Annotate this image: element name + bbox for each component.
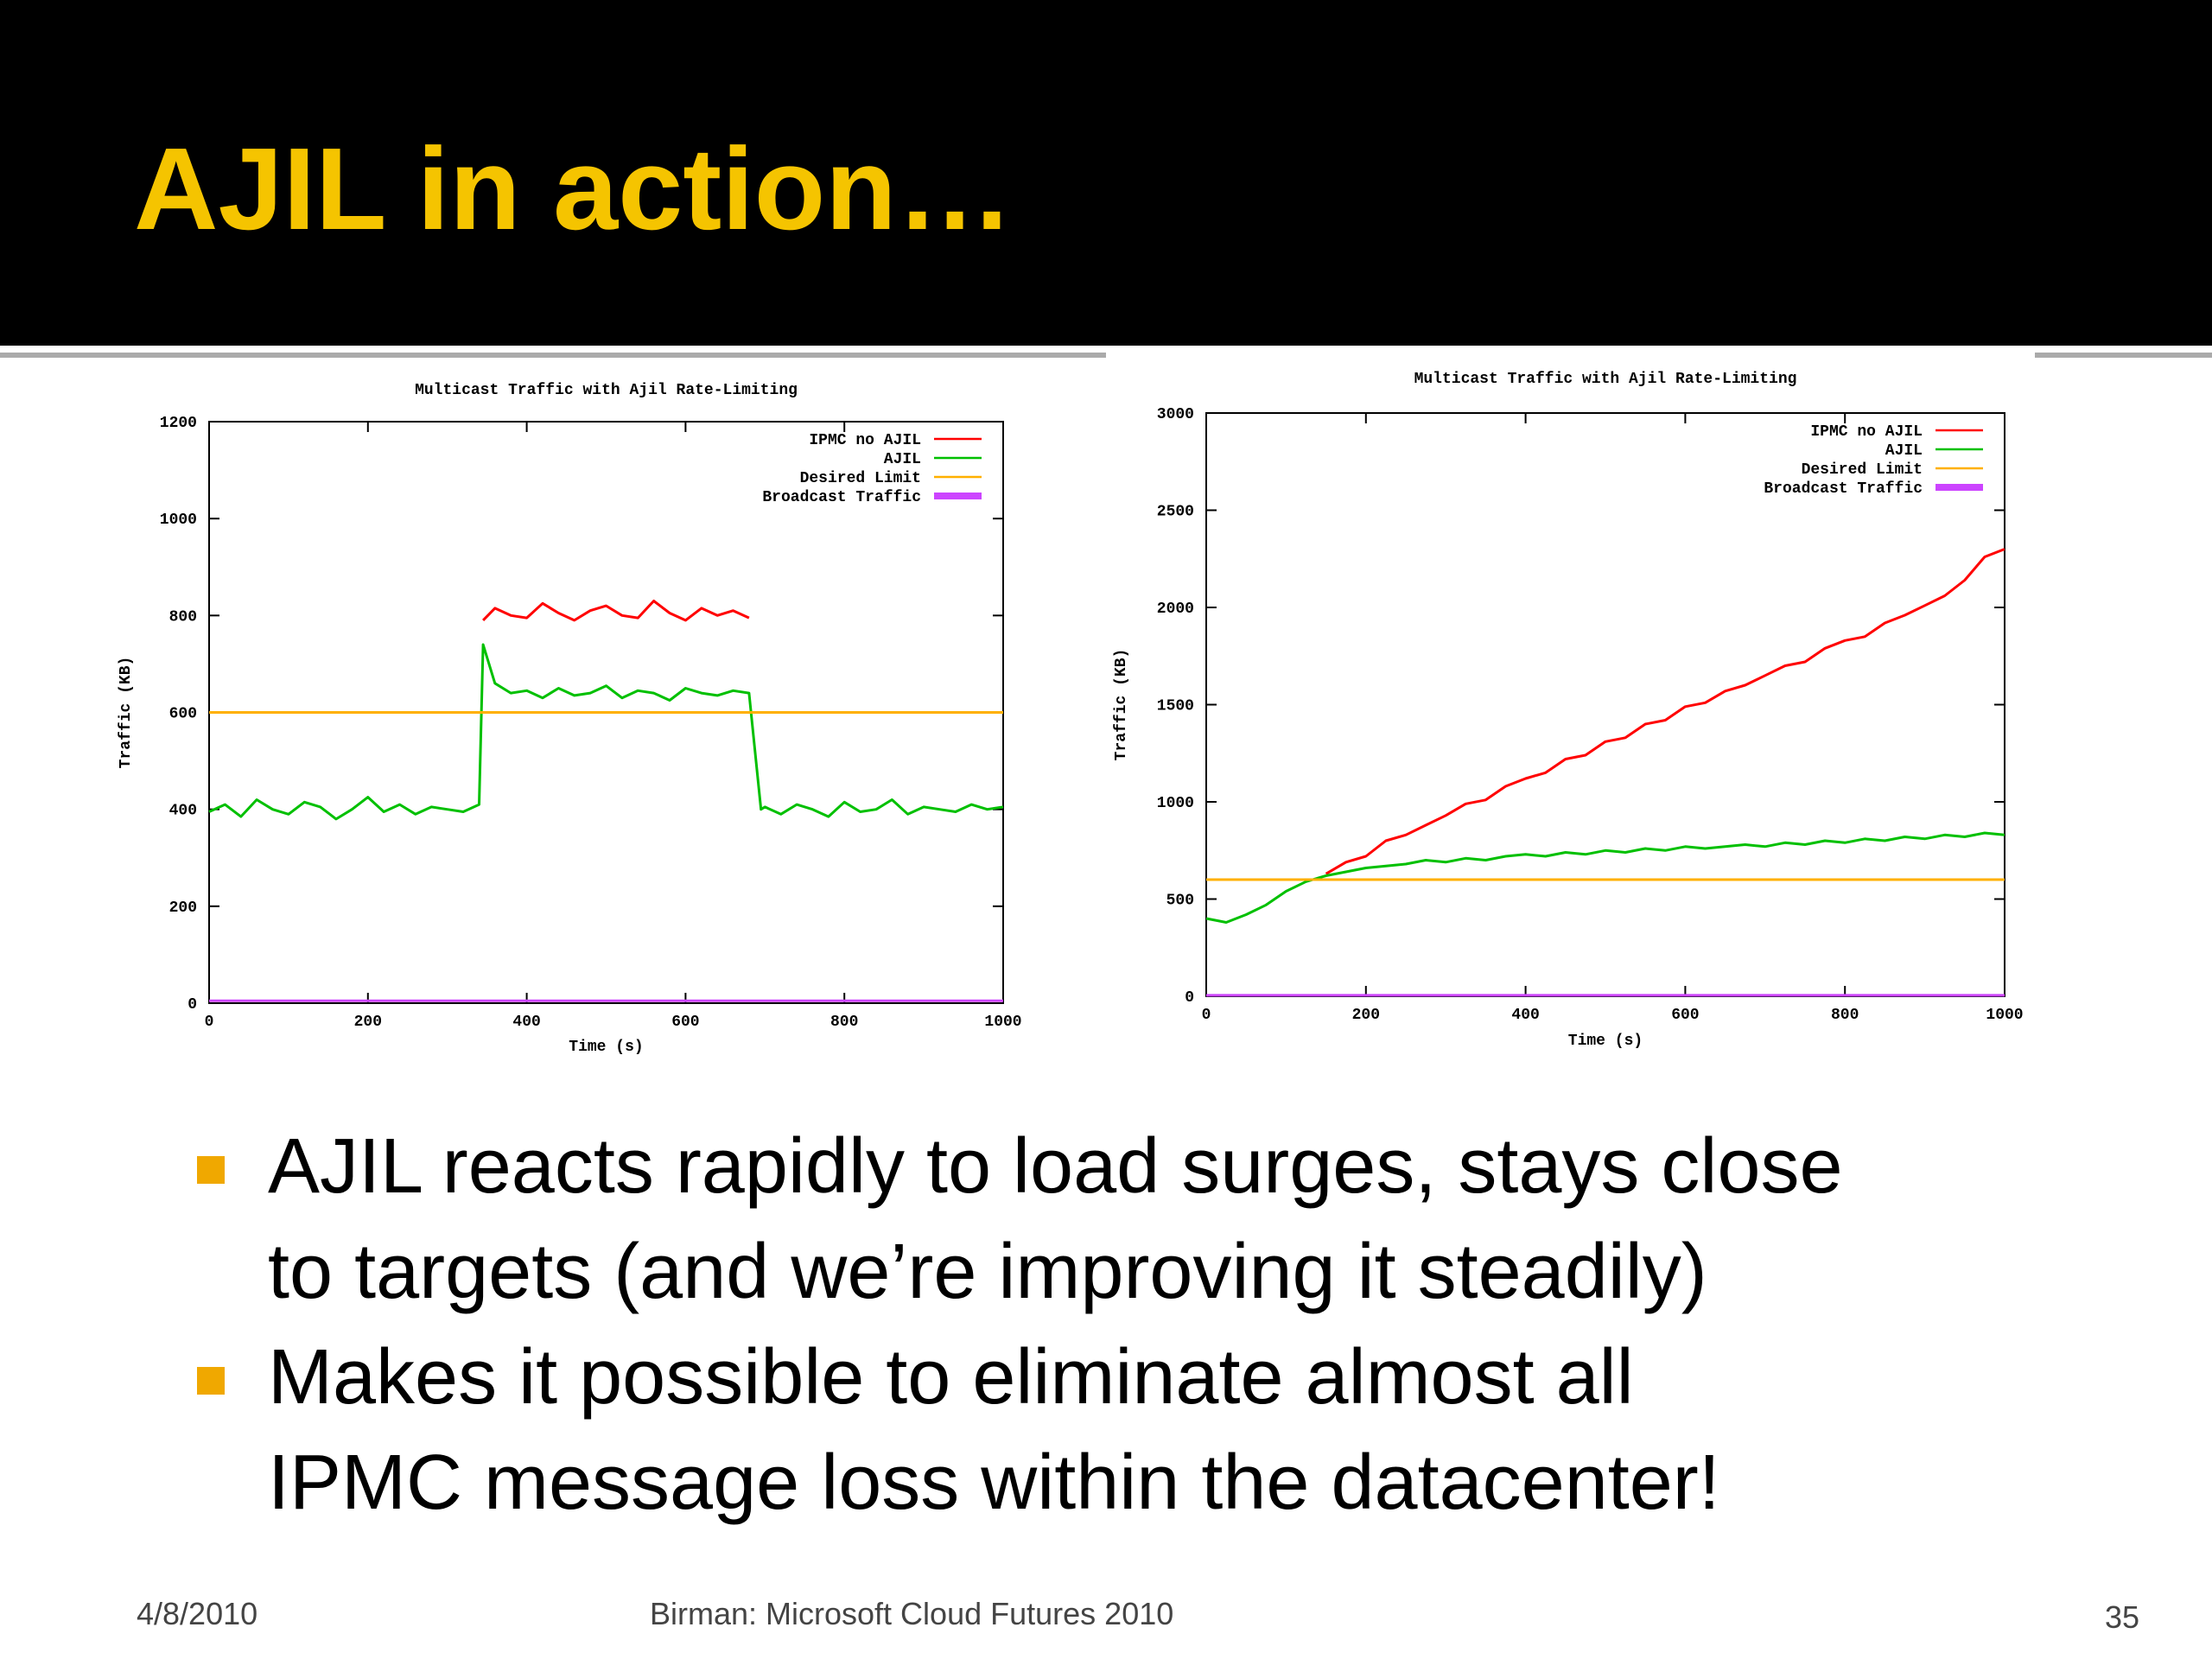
- charts: Multicast Traffic with Ajil Rate-Limitin…: [118, 371, 2024, 1056]
- bullet-marker: [197, 1156, 225, 1184]
- x-tick-label: 0: [1202, 1007, 1211, 1024]
- legend-label: Desired Limit: [1802, 461, 1923, 479]
- y-tick-label: 200: [169, 899, 197, 917]
- x-tick-label: 1000: [984, 1014, 1021, 1031]
- x-tick-label: 0: [205, 1014, 214, 1031]
- x-axis-label: Time (s): [1568, 1033, 1643, 1050]
- x-tick-label: 200: [354, 1014, 382, 1031]
- y-tick-label: 800: [169, 608, 197, 626]
- slide-title: AJIL in action…: [134, 124, 1014, 254]
- x-axis-label: Time (s): [569, 1039, 643, 1056]
- y-tick-label: 600: [169, 706, 197, 723]
- footer-credit: Birman: Microsoft Cloud Futures 2010: [650, 1596, 1173, 1631]
- legend-label: IPMC no AJIL: [1810, 423, 1923, 441]
- y-tick-label: 1000: [1157, 795, 1194, 812]
- legend-label: Broadcast Traffic: [1764, 480, 1923, 498]
- series-line: [1205, 831, 2005, 924]
- y-tick-label: 500: [1166, 893, 1194, 910]
- y-axis-label: Traffic (KB): [1113, 649, 1130, 761]
- chart-title: Multicast Traffic with Ajil Rate-Limitin…: [1414, 371, 1797, 388]
- chart: Multicast Traffic with Ajil Rate-Limitin…: [118, 382, 1022, 1056]
- chart-title: Multicast Traffic with Ajil Rate-Limitin…: [415, 382, 798, 399]
- x-tick-label: 400: [1511, 1007, 1539, 1024]
- legend-label: AJIL: [1885, 442, 1923, 460]
- chart: Multicast Traffic with Ajil Rate-Limitin…: [1113, 371, 2024, 1050]
- header-rule: [0, 353, 1106, 358]
- y-tick-label: 400: [169, 803, 197, 820]
- bullet-text: AJIL reacts rapidly to load surges, stay…: [268, 1123, 1843, 1210]
- footer-page: 35: [2105, 1599, 2139, 1635]
- x-tick-label: 800: [1831, 1007, 1859, 1024]
- x-tick-label: 400: [512, 1014, 540, 1031]
- y-tick-label: 1500: [1157, 698, 1194, 715]
- x-tick-label: 1000: [1986, 1007, 2023, 1024]
- series-line: [208, 643, 1004, 821]
- y-tick-label: 2500: [1157, 504, 1194, 521]
- legend-label: IPMC no AJIL: [809, 432, 921, 449]
- bullet-text: Makes it possible to eliminate almost al…: [268, 1334, 1634, 1421]
- bullet-text: to targets (and we’re improving it stead…: [268, 1229, 1707, 1315]
- header-band: [0, 0, 2212, 346]
- series-line: [1325, 548, 2005, 875]
- x-tick-label: 200: [1352, 1007, 1380, 1024]
- legend-label: Broadcast Traffic: [762, 489, 921, 506]
- y-tick-label: 1200: [160, 415, 197, 432]
- y-tick-label: 0: [1185, 989, 1194, 1007]
- legend-label: AJIL: [884, 451, 921, 468]
- x-tick-label: 800: [830, 1014, 858, 1031]
- y-tick-label: 2000: [1157, 601, 1194, 618]
- y-tick-label: 3000: [1157, 406, 1194, 423]
- y-axis-label: Traffic (KB): [118, 657, 135, 769]
- x-tick-label: 600: [671, 1014, 699, 1031]
- y-tick-label: 0: [188, 996, 197, 1014]
- footer-date: 4/8/2010: [137, 1596, 257, 1631]
- header-rule: [2035, 353, 2212, 358]
- bullet-text: IPMC message loss within the datacenter!: [268, 1440, 1720, 1526]
- series-line: [482, 600, 750, 622]
- legend-label: Desired Limit: [800, 470, 921, 487]
- y-tick-label: 1000: [160, 512, 197, 529]
- plot-area: [1205, 412, 2005, 997]
- bullet-marker: [197, 1367, 225, 1395]
- x-tick-label: 600: [1671, 1007, 1699, 1024]
